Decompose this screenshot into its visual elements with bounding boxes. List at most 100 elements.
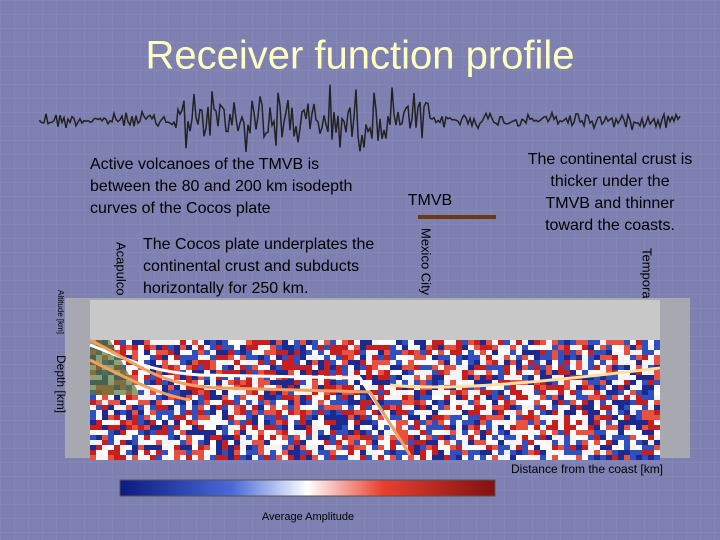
texture-cell <box>588 425 594 430</box>
texture-cell <box>486 400 492 405</box>
texture-cell <box>612 445 618 450</box>
texture-cell <box>282 355 288 360</box>
texture-cell <box>474 435 480 440</box>
texture-cell <box>390 375 396 380</box>
texture-cell <box>210 425 216 430</box>
texture-cell <box>372 445 378 450</box>
texture-cell <box>228 430 234 435</box>
texture-cell <box>450 395 456 400</box>
texture-cell <box>276 365 282 370</box>
texture-cell <box>162 405 168 410</box>
texture-cell <box>330 365 336 370</box>
texture-cell <box>168 385 174 390</box>
texture-cell <box>390 345 396 350</box>
texture-cell <box>396 385 402 390</box>
texture-cell <box>648 365 654 370</box>
texture-cell <box>336 385 342 390</box>
texture-cell <box>408 365 414 370</box>
texture-cell <box>564 355 570 360</box>
texture-cell <box>132 425 138 430</box>
texture-cell <box>558 425 564 430</box>
texture-cell <box>240 450 246 455</box>
texture-cell <box>204 400 210 405</box>
texture-cell <box>102 440 108 445</box>
texture-cell <box>540 390 546 395</box>
texture-cell <box>300 450 306 455</box>
texture-cell <box>444 340 450 345</box>
texture-cell <box>390 370 396 375</box>
texture-cell <box>588 345 594 350</box>
texture-cell <box>186 405 192 410</box>
texture-cell <box>216 365 222 370</box>
texture-cell <box>474 430 480 435</box>
texture-cell <box>486 440 492 445</box>
texture-cell <box>132 405 138 410</box>
texture-cell <box>192 360 198 365</box>
texture-cell <box>438 410 444 415</box>
texture-cell <box>582 360 588 365</box>
texture-cell <box>420 365 426 370</box>
texture-cell <box>654 455 660 460</box>
texture-cell <box>276 415 282 420</box>
texture-cell <box>360 410 366 415</box>
texture-cell <box>384 390 390 395</box>
texture-cell <box>192 405 198 410</box>
texture-cell <box>588 445 594 450</box>
texture-cell <box>174 390 180 395</box>
texture-cell <box>378 395 384 400</box>
texture-cell <box>90 450 96 455</box>
texture-cell <box>552 445 558 450</box>
texture-cell <box>216 410 222 415</box>
texture-cell <box>396 405 402 410</box>
texture-cell <box>330 340 336 345</box>
texture-cell <box>348 440 354 445</box>
texture-cell <box>462 445 468 450</box>
texture-cell <box>354 445 360 450</box>
texture-cell <box>438 380 444 385</box>
texture-cell <box>420 370 426 375</box>
texture-cell <box>654 390 660 395</box>
texture-cell <box>288 430 294 435</box>
texture-cell <box>192 385 198 390</box>
texture-cell <box>174 455 180 460</box>
texture-cell <box>636 350 642 355</box>
texture-cell <box>312 430 318 435</box>
texture-cell <box>114 410 120 415</box>
texture-cell <box>138 400 144 405</box>
texture-cell <box>498 355 504 360</box>
texture-cell <box>438 355 444 360</box>
texture-cell <box>510 370 516 375</box>
texture-cell <box>372 345 378 350</box>
texture-cell <box>558 445 564 450</box>
texture-cell <box>486 340 492 345</box>
texture-cell <box>408 425 414 430</box>
texture-cell <box>312 445 318 450</box>
texture-cell <box>144 350 150 355</box>
texture-cell <box>606 455 612 460</box>
texture-cell <box>156 410 162 415</box>
note-line: horizontally for 250 km. <box>143 280 308 297</box>
texture-cell <box>654 380 660 385</box>
texture-cell <box>240 375 246 380</box>
texture-cell <box>576 350 582 355</box>
texture-cell <box>300 380 306 385</box>
texture-cell <box>216 350 222 355</box>
texture-cell <box>486 435 492 440</box>
texture-cell <box>192 440 198 445</box>
texture-cell <box>552 415 558 420</box>
texture-cell <box>282 340 288 345</box>
texture-cell <box>144 345 150 350</box>
texture-cell <box>192 355 198 360</box>
texture-cell <box>564 405 570 410</box>
texture-cell <box>456 350 462 355</box>
texture-cell <box>282 400 288 405</box>
texture-cell <box>342 400 348 405</box>
texture-cell <box>252 435 258 440</box>
texture-cell <box>192 450 198 455</box>
texture-cell <box>336 445 342 450</box>
texture-cell <box>234 400 240 405</box>
texture-cell <box>324 360 330 365</box>
texture-cell <box>318 410 324 415</box>
texture-cell <box>468 345 474 350</box>
texture-cell <box>282 395 288 400</box>
